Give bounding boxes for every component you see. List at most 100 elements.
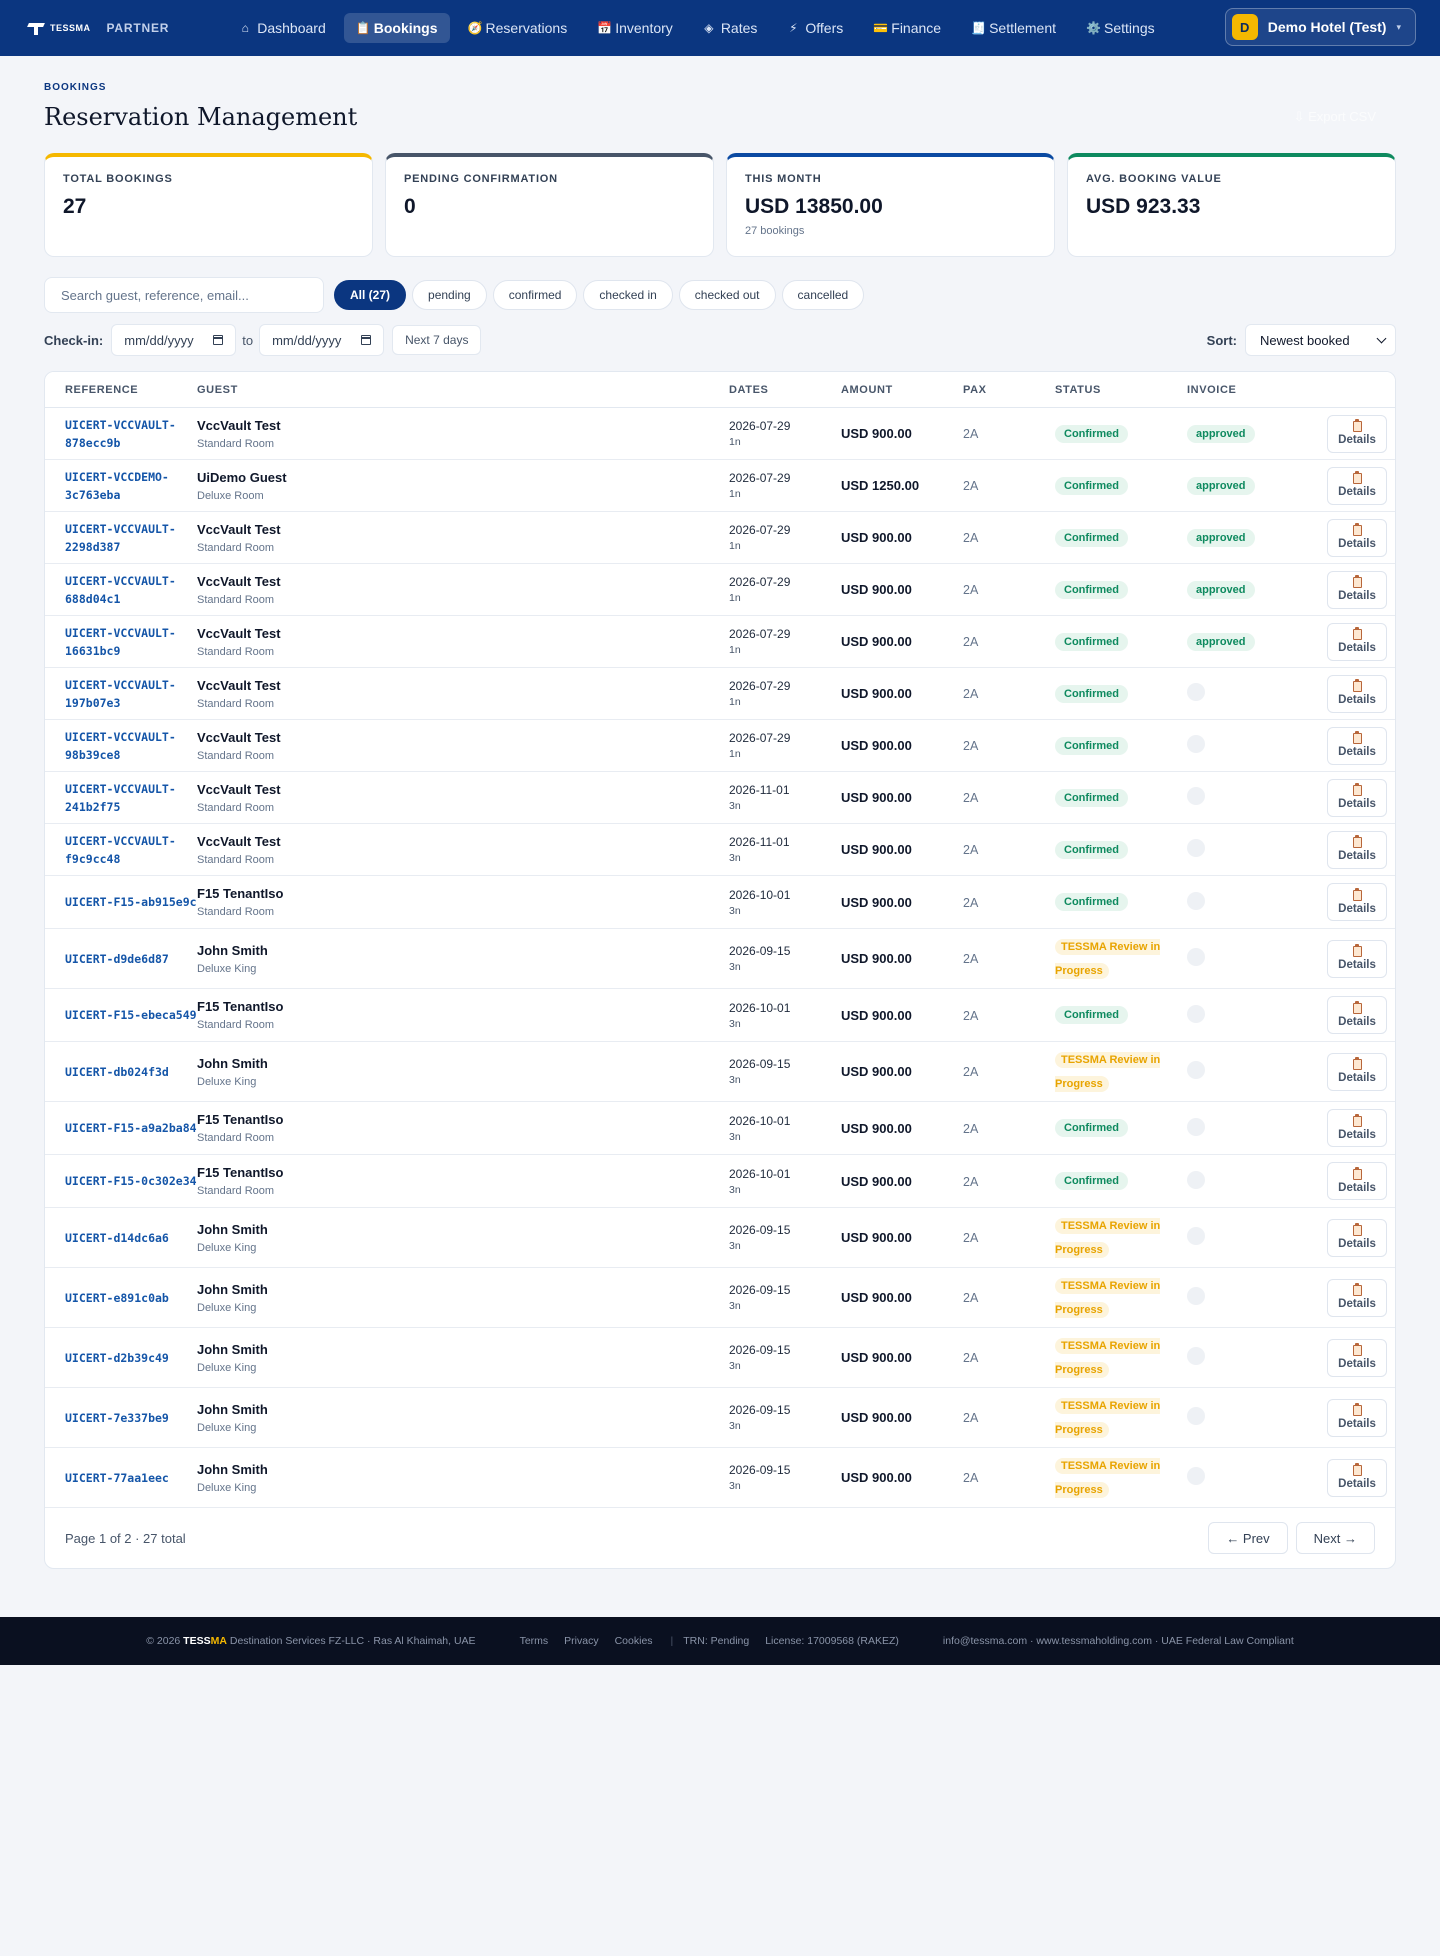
- details-button[interactable]: Details: [1327, 939, 1387, 978]
- booking-reference-link[interactable]: UICERT-F15-a9a2ba84: [65, 1121, 197, 1135]
- details-button[interactable]: Details: [1327, 1109, 1387, 1147]
- header-pax[interactable]: PAX: [963, 383, 987, 396]
- booking-reference-link[interactable]: UICERT-VCCVAULT-: [65, 417, 176, 432]
- booking-reference-link[interactable]: UICERT-VCCVAULT-: [65, 521, 176, 536]
- details-button[interactable]: Details: [1327, 1398, 1387, 1437]
- header-reference[interactable]: REFERENCE: [65, 383, 139, 396]
- details-button[interactable]: Details: [1327, 466, 1387, 505]
- booking-reference-link[interactable]: UICERT-7e337be9: [65, 1410, 169, 1425]
- details-button[interactable]: Details: [1327, 1458, 1387, 1497]
- reference-cell: UICERT-F15-ab915e9c: [45, 893, 197, 911]
- checkin-to-input[interactable]: mm/dd/yyyy: [259, 324, 385, 356]
- header-status[interactable]: STATUS: [1055, 383, 1101, 396]
- calendar-icon[interactable]: [213, 335, 224, 345]
- nav-item-inventory[interactable]: 📅 Inventory: [585, 13, 685, 43]
- booking-reference-link[interactable]: UICERT-F15-ebeca549: [65, 1008, 197, 1022]
- details-button[interactable]: Details: [1327, 1218, 1387, 1257]
- booking-reference-link[interactable]: 197b07e3: [65, 695, 121, 710]
- booking-reference-link[interactable]: 2298d387: [65, 539, 121, 554]
- details-label: Details: [1338, 642, 1376, 654]
- booking-reference-link[interactable]: 98b39ce8: [65, 747, 121, 762]
- next-7-days-button[interactable]: Next 7 days: [392, 325, 482, 355]
- export-csv-button[interactable]: ⇩ Export CSV: [1293, 109, 1376, 124]
- booking-reference-link[interactable]: UICERT-77aa1eec: [65, 1470, 169, 1485]
- footer-link-cookies[interactable]: Cookies: [614, 1635, 653, 1647]
- booking-reference-link[interactable]: UICERT-VCCVAULT-: [65, 833, 176, 848]
- header-invoice[interactable]: INVOICE: [1187, 383, 1237, 396]
- footer-link-privacy[interactable]: Privacy: [564, 1635, 599, 1647]
- booking-reference-link[interactable]: UICERT-d14dc6a6: [65, 1230, 169, 1245]
- details-button[interactable]: Details: [1327, 674, 1387, 713]
- booking-reference-link[interactable]: UICERT-d2b39c49: [65, 1350, 169, 1365]
- booking-reference-link[interactable]: UICERT-VCCVAULT-: [65, 781, 176, 796]
- booking-reference-link[interactable]: UICERT-VCCVAULT-: [65, 677, 176, 692]
- logo-mark-icon: [28, 21, 44, 35]
- nav-item-settlement[interactable]: 🧾 Settlement: [959, 13, 1068, 43]
- status-badge-text: TESSMA Review in Progress: [1055, 1397, 1161, 1438]
- footer-link-terms[interactable]: Terms: [519, 1635, 549, 1647]
- footer-license: License: 17009568 (RAKEZ): [765, 1635, 899, 1647]
- guest-name: VccVault Test: [197, 625, 281, 641]
- details-button[interactable]: Details: [1327, 996, 1387, 1034]
- filter-chip[interactable]: pending: [412, 280, 487, 310]
- booking-reference-link[interactable]: UICERT-VCCVAULT-: [65, 729, 176, 744]
- details-button[interactable]: Details: [1327, 570, 1387, 609]
- details-button[interactable]: Details: [1327, 1338, 1387, 1377]
- details-button[interactable]: Details: [1327, 518, 1387, 557]
- footer-separator: |: [670, 1635, 674, 1647]
- details-button[interactable]: Details: [1327, 726, 1387, 765]
- booking-reference-link[interactable]: 688d04c1: [65, 591, 121, 606]
- details-button[interactable]: Details: [1327, 1052, 1387, 1091]
- table-footer: Page 1 of 2 · 27 total ← Prev Next →: [45, 1508, 1395, 1568]
- search-input[interactable]: [44, 277, 324, 313]
- details-button[interactable]: Details: [1327, 1162, 1387, 1200]
- amount-cell: USD 900.00: [841, 1410, 963, 1425]
- filter-chip[interactable]: checked out: [678, 280, 776, 310]
- booking-reference-link[interactable]: UICERT-db024f3d: [65, 1064, 169, 1079]
- nav-item-finance[interactable]: 💳 Finance: [861, 13, 953, 43]
- header-dates[interactable]: DATES: [729, 383, 769, 396]
- room-type: Standard Room: [197, 541, 275, 554]
- clipboard-icon: 📋: [355, 21, 371, 35]
- calendar-icon[interactable]: [361, 335, 372, 345]
- details-button[interactable]: Details: [1327, 1278, 1387, 1317]
- booking-reference-link[interactable]: 241b2f75: [65, 799, 121, 814]
- booking-reference-link[interactable]: UICERT-e891c0ab: [65, 1290, 169, 1305]
- nav-item-label: Bookings: [373, 20, 438, 36]
- details-button[interactable]: Details: [1327, 414, 1387, 453]
- nav-item-reservations[interactable]: 🧭 Reservations: [456, 13, 580, 43]
- booking-reference-link[interactable]: UICERT-d9de6d87: [65, 951, 169, 966]
- booking-reference-link[interactable]: UICERT-VCCVAULT-: [65, 625, 176, 640]
- table-row: UICERT-VCCVAULT-f9c9cc48 VccVault Test Sta…: [45, 824, 1395, 876]
- nav-item-offers[interactable]: ⚡ Offers: [775, 13, 855, 43]
- booking-reference-link[interactable]: UICERT-VCCVAULT-: [65, 573, 176, 588]
- next-page-button[interactable]: Next →: [1295, 1522, 1375, 1554]
- booking-reference-link[interactable]: UICERT-F15-0c302e34: [65, 1174, 197, 1188]
- filter-chip[interactable]: All (27): [334, 280, 407, 310]
- booking-reference-link[interactable]: UICERT-VCCDEMO-: [65, 469, 169, 484]
- tessma-logo[interactable]: TESSMA: [28, 21, 91, 35]
- prev-page-button[interactable]: ← Prev: [1208, 1522, 1288, 1554]
- guest-name: John Smith: [197, 942, 268, 958]
- filter-chip[interactable]: confirmed: [492, 280, 578, 310]
- booking-reference-link[interactable]: 16631bc9: [65, 643, 121, 658]
- booking-reference-link[interactable]: f9c9cc48: [65, 851, 121, 866]
- hotel-selector[interactable]: D Demo Hotel (Test) ▾: [1224, 8, 1416, 46]
- nav-item-rates[interactable]: ◈ Rates: [691, 13, 770, 43]
- filter-chip[interactable]: checked in: [583, 280, 673, 310]
- header-amount[interactable]: AMOUNT: [841, 383, 893, 396]
- details-button[interactable]: Details: [1327, 778, 1387, 817]
- booking-reference-link[interactable]: UICERT-F15-ab915e9c: [65, 895, 197, 909]
- nav-item-bookings[interactable]: 📋 Bookings: [343, 13, 450, 43]
- nav-item-settings[interactable]: ⚙️ Settings: [1074, 13, 1167, 43]
- checkin-from-input[interactable]: mm/dd/yyyy: [111, 324, 237, 356]
- sort-select[interactable]: Newest booked: [1245, 324, 1396, 356]
- header-guest[interactable]: GUEST: [197, 383, 238, 396]
- booking-reference-link[interactable]: 878ecc9b: [65, 435, 121, 450]
- nav-item-dashboard[interactable]: ⌂ Dashboard: [227, 13, 338, 43]
- filter-chip[interactable]: cancelled: [781, 280, 865, 310]
- details-button[interactable]: Details: [1327, 622, 1387, 661]
- details-button[interactable]: Details: [1327, 830, 1387, 869]
- details-button[interactable]: Details: [1327, 883, 1387, 921]
- booking-reference-link[interactable]: 3c763eba: [65, 487, 121, 502]
